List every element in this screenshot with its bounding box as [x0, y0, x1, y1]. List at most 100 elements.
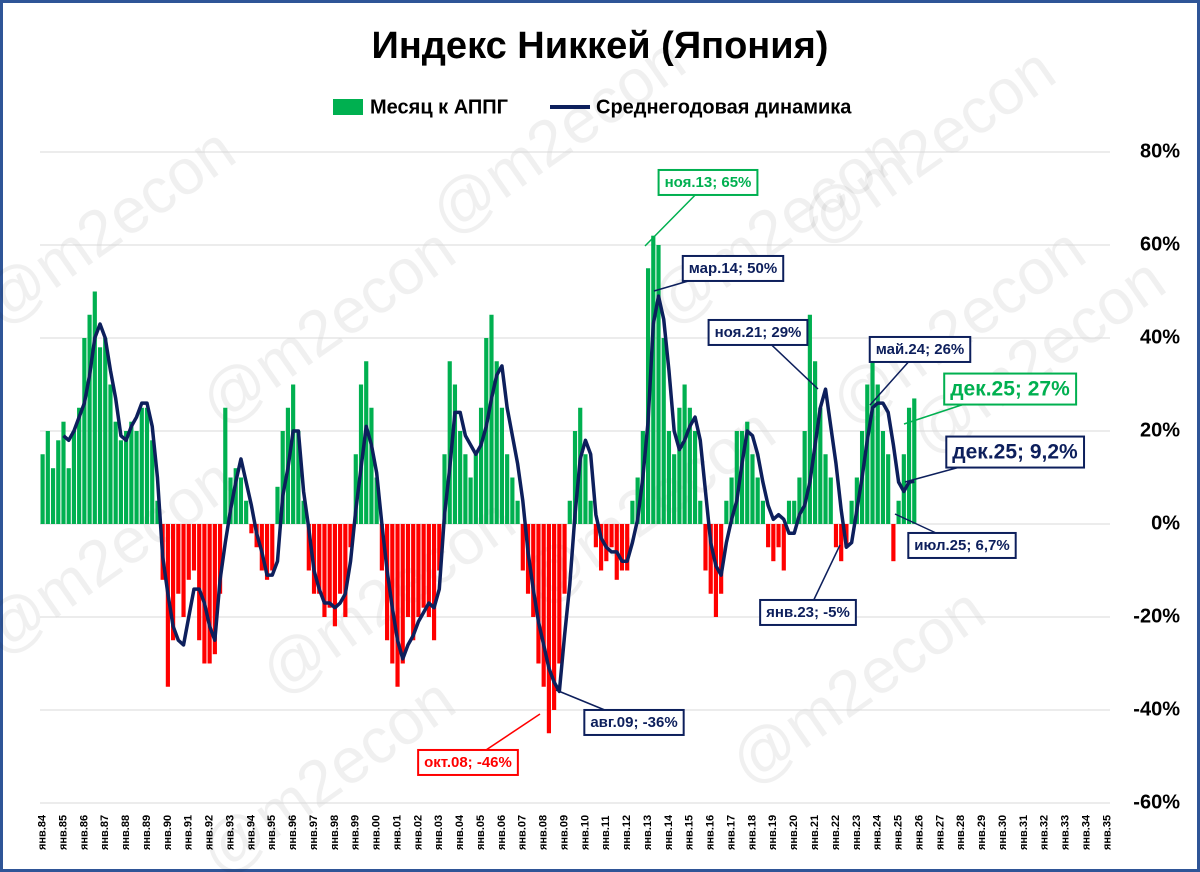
bar: [155, 500, 160, 524]
bar: [531, 524, 536, 617]
bar: [317, 524, 322, 594]
bar: [332, 524, 337, 627]
bar: [656, 245, 661, 524]
bar: [327, 524, 332, 608]
bar: [56, 440, 61, 524]
bar: [661, 338, 666, 524]
bar: [750, 454, 755, 524]
annotation: мар.14; 50%: [653, 254, 785, 292]
bar: [165, 524, 170, 687]
bar: [510, 477, 515, 524]
bar: [505, 454, 510, 524]
bar: [411, 524, 416, 641]
bar: [776, 524, 781, 548]
callout-box: [759, 598, 857, 626]
bar: [604, 524, 609, 562]
bar: [447, 361, 452, 524]
bar: [635, 477, 640, 524]
x-tick-label: янв.89: [141, 815, 153, 850]
bar: [567, 500, 572, 524]
x-tick-label: янв.13: [642, 815, 654, 850]
x-tick-label: янв.33: [1060, 815, 1072, 850]
bar: [494, 361, 499, 524]
x-tick-label: янв.03: [433, 815, 445, 850]
x-tick-label: янв.00: [371, 815, 383, 850]
bar: [520, 524, 525, 571]
x-tick-label: янв.17: [725, 815, 737, 850]
legend-swatch: [333, 99, 363, 115]
bar: [97, 347, 103, 524]
bar: [291, 384, 296, 524]
x-tick-label: янв.92: [204, 815, 216, 850]
x-tick-label: янв.01: [391, 815, 403, 850]
callout-box: [907, 531, 1017, 559]
bar: [134, 431, 139, 524]
legend-label: Среднегодовая динамика: [596, 96, 852, 118]
x-tick-label: янв.08: [538, 815, 550, 850]
x-tick-label: янв.30: [997, 815, 1009, 850]
x-tick-label: янв.21: [809, 815, 821, 850]
callout-box: [943, 372, 1078, 406]
bar: [374, 477, 379, 524]
annotation: июл.25; 6,7%: [894, 513, 1017, 559]
annotation: окт.08; -46%: [417, 713, 541, 776]
bar: [792, 500, 797, 524]
bar: [818, 407, 823, 524]
bar: [886, 454, 891, 524]
bar: [249, 524, 254, 534]
bar: [766, 524, 771, 548]
x-tick-label: янв.07: [517, 815, 529, 850]
x-tick-label: янв.15: [684, 815, 696, 850]
x-tick-label: янв.16: [705, 815, 717, 850]
bar: [144, 407, 150, 524]
bar: [755, 477, 760, 524]
bar: [82, 338, 87, 524]
chart-title: Индекс Никкей (Япония): [372, 25, 829, 67]
x-tick-label: янв.06: [496, 815, 508, 850]
callout-label: дек.25; 9,2%: [952, 441, 1078, 464]
bar: [651, 235, 656, 524]
bar: [233, 468, 238, 524]
bar: [181, 524, 186, 617]
bar: [557, 524, 562, 664]
bar: [280, 431, 285, 524]
bar: [400, 524, 405, 664]
bar: [223, 407, 228, 524]
bar: [692, 431, 698, 524]
x-tick-label: янв.96: [287, 815, 299, 850]
bar: [833, 524, 839, 548]
bar: [244, 500, 249, 524]
bar: [452, 384, 458, 524]
bar: [802, 431, 807, 524]
bar: [724, 500, 729, 524]
bar: [677, 407, 682, 524]
bar: [880, 431, 886, 524]
bar: [906, 407, 912, 524]
bar: [823, 454, 828, 524]
x-tick-label: янв.98: [329, 815, 341, 850]
bar: [875, 384, 880, 524]
bar: [719, 524, 724, 594]
bar: [270, 524, 275, 571]
bar: [458, 431, 463, 524]
bar: [849, 500, 854, 524]
x-tick-label: янв.97: [308, 815, 320, 850]
callout-label: мар.14; 50%: [689, 260, 777, 277]
callout-label: июл.25; 6,7%: [914, 537, 1009, 554]
bar: [473, 454, 478, 524]
callout-box: [417, 748, 519, 776]
bar: [682, 384, 687, 524]
bar: [379, 524, 384, 571]
annotation: дек.25; 27%: [903, 372, 1078, 425]
x-tick-label: янв.05: [475, 815, 487, 850]
bar: [108, 384, 113, 524]
x-tick-label: янв.31: [1018, 815, 1030, 850]
callout-label: дек.25; 27%: [950, 378, 1070, 401]
bar: [426, 524, 431, 617]
callout-label: окт.08; -46%: [424, 754, 512, 771]
x-tick-label: янв.93: [224, 815, 236, 850]
bar: [395, 524, 400, 687]
callout-label: авг.09; -36%: [590, 714, 677, 731]
legend-label: Месяц к АППГ: [370, 96, 508, 118]
